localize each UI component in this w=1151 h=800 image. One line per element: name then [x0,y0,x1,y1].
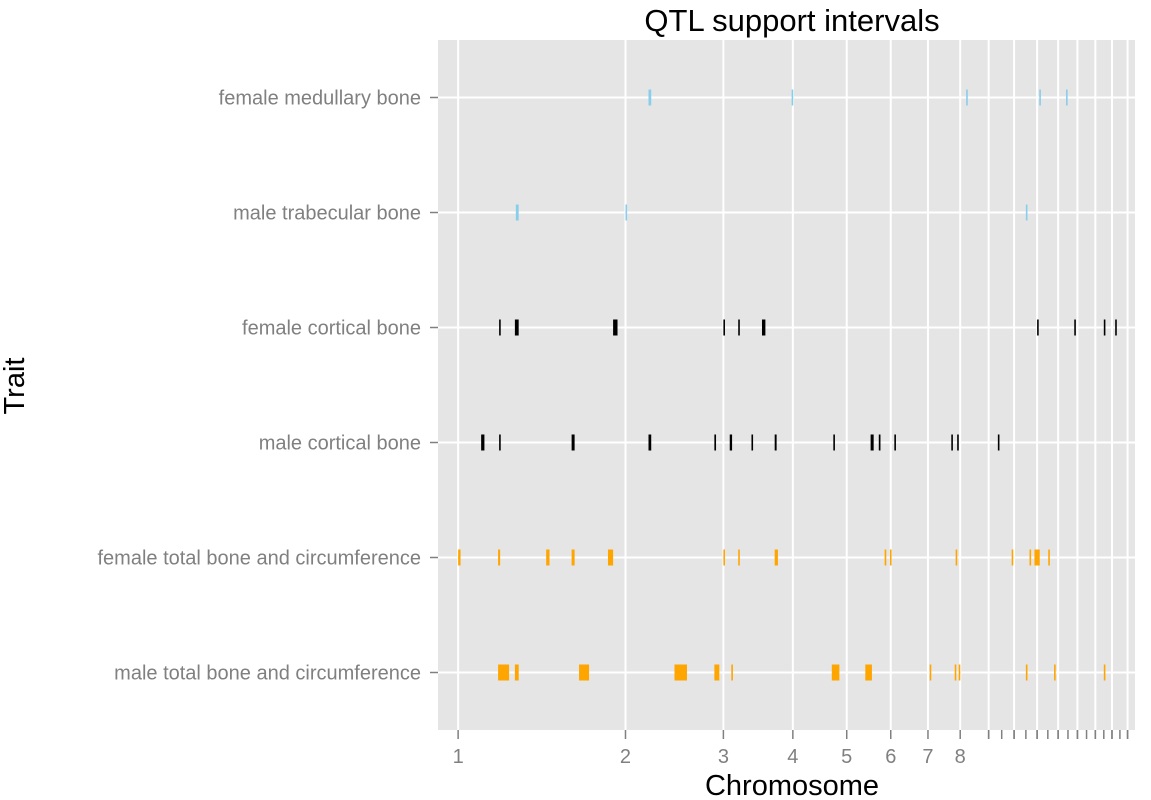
qtl-interval [1048,549,1050,566]
x-tick-label: 4 [787,746,798,768]
x-tick-label: 2 [620,746,631,768]
qtl-interval [889,549,892,566]
qtl-interval [774,549,778,566]
qtl-interval [648,89,652,106]
chart-title: QTL support intervals [644,3,939,38]
qtl-interval [1011,549,1014,566]
qtl-interval [870,434,874,451]
qtl-interval [1039,89,1041,106]
qtl-interval [515,204,519,221]
qtl-interval [865,664,872,681]
qtl-interval [774,434,777,451]
y-tick-label: male trabecular bone [233,203,421,225]
qtl-interval [929,664,932,681]
y-tick-label: male total bone and circumference [114,663,421,685]
qtl-interval [738,549,740,566]
y-tick-label: female cortical bone [242,318,421,340]
qtl-interval [761,319,766,336]
qtl-interval [997,434,1000,451]
y-tick-label: female medullary bone [219,88,421,110]
qtl-interval [613,319,618,336]
qtl-interval [514,319,519,336]
x-tick-label: 3 [718,746,729,768]
qtl-interval [951,434,953,451]
qtl-interval [648,434,652,451]
qtl-interval [966,89,968,106]
qtl-interval [738,319,740,336]
qtl-interval [714,434,717,451]
qtl-interval [831,664,840,681]
qtl-interval [1034,549,1040,566]
qtl-interval [1029,549,1032,566]
qtl-interval [499,319,501,336]
x-tick-label: 7 [922,746,933,768]
qtl-interval [1025,204,1028,221]
qtl-interval [458,549,461,566]
qtl-interval [1066,89,1068,106]
qtl-interval [1103,319,1106,336]
qtl-interval [751,434,754,451]
qtl-interval [1037,319,1039,336]
qtl-interval [714,664,720,681]
qtl-interval [481,434,485,451]
plot-panel [438,40,1135,730]
qtl-interval [723,549,725,566]
qtl-interval [894,434,896,451]
y-axis-title: Trait [0,358,31,415]
qtl-interval [729,434,733,451]
x-tick-label: 8 [955,746,966,768]
qtl-interval [499,434,501,451]
qtl-interval [498,549,501,566]
qtl-interval [957,434,959,451]
qtl-interval [674,664,687,681]
qtl-interval [1054,664,1056,681]
y-tick-label: female total bone and circumference [97,548,421,570]
qtl-interval [579,664,590,681]
qtl-interval [1025,664,1028,681]
x-tick-label: 5 [841,746,852,768]
qtl-interval [884,549,887,566]
qtl-interval [625,204,628,221]
qtl-interval [833,434,835,451]
qtl-interval [791,89,794,106]
x-tick-label: 6 [885,746,896,768]
qtl-interval [1103,664,1106,681]
qtl-interval [1115,319,1117,336]
y-axis-tick-labels: female medullary bone male trabecular bon… [97,88,438,685]
qtl-interval [955,549,958,566]
x-axis-title: Chromosome [705,770,879,800]
qtl-interval [954,664,957,681]
qtl-interval [607,549,614,566]
qtl-interval [878,434,881,451]
qtl-interval [723,319,725,336]
qtl-interval [958,664,961,681]
qtl-interval [571,434,575,451]
qtl-interval [498,664,510,681]
y-tick-label: male cortical bone [259,433,421,455]
qtl-interval [1074,319,1076,336]
qtl-interval [546,549,550,566]
qtl-interval [514,664,519,681]
qtl-interval [731,664,733,681]
qtl-interval [571,549,575,566]
x-tick-label: 1 [453,746,464,768]
grid-lines [438,40,1135,730]
interval-marks [458,89,1117,681]
